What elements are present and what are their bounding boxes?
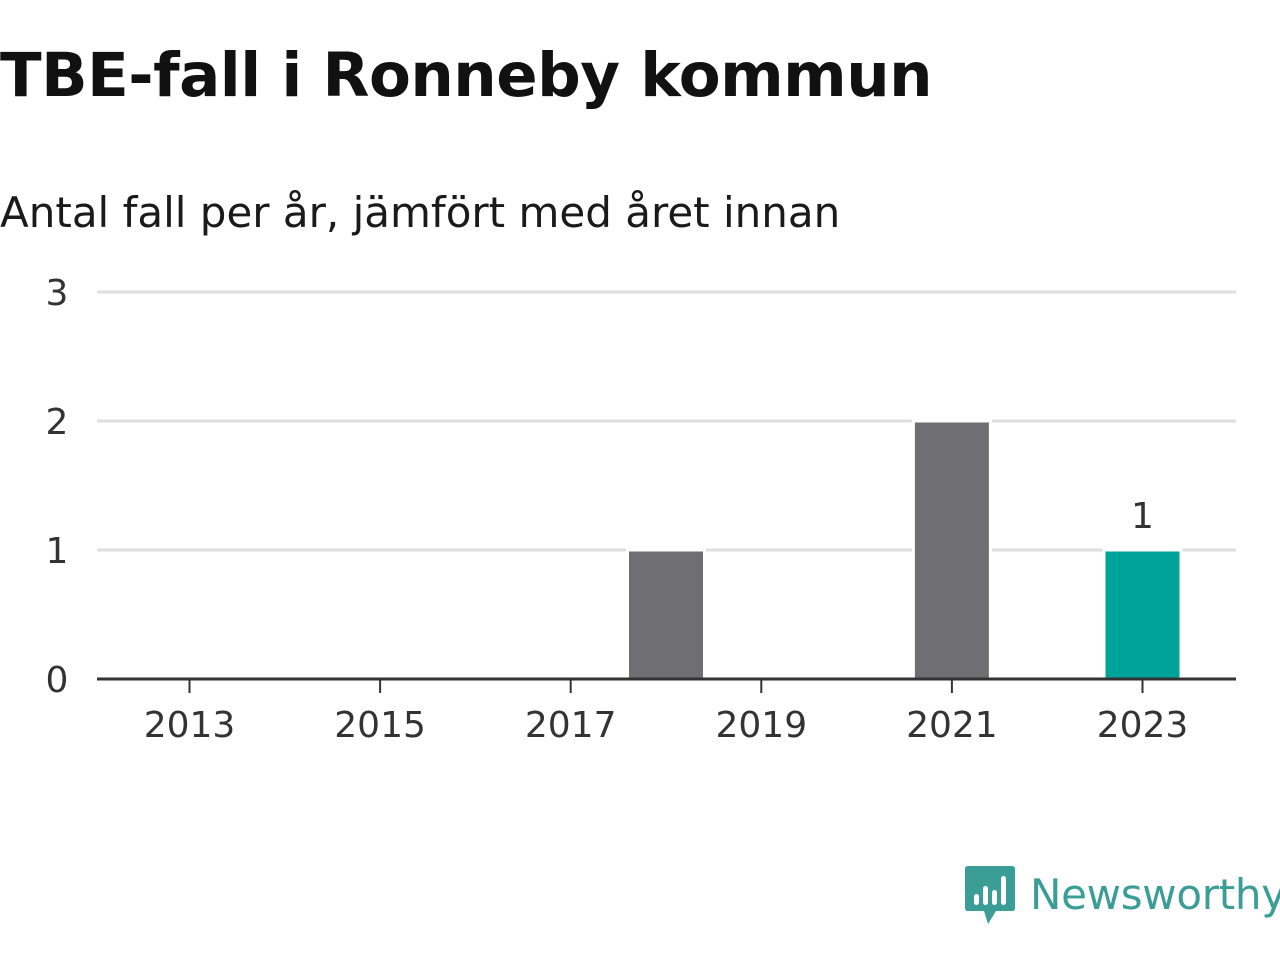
- y-tick-label: 0: [46, 660, 69, 701]
- newsworthy-bar-chart-icon: [965, 866, 1015, 924]
- bar-2018: [626, 548, 706, 681]
- bar-2023: [1102, 548, 1183, 681]
- y-tick-label: 2: [46, 402, 69, 443]
- y-tick-label: 1: [46, 531, 69, 572]
- x-tick-label: 2013: [144, 705, 236, 746]
- x-tick-label: 2017: [525, 705, 617, 746]
- newsworthy-logo: Newsworthy: [964, 864, 1280, 926]
- x-tick-label: 2023: [1097, 705, 1189, 746]
- x-tick-label: 2015: [334, 705, 426, 746]
- x-axis: [97, 677, 1236, 693]
- x-tick-label: 2021: [906, 705, 998, 746]
- data-label: 1: [1131, 496, 1154, 537]
- chart-title: TBE-fall i Ronneby kommun: [0, 40, 933, 111]
- y-tick-label: 3: [46, 273, 69, 314]
- chart-subtitle: Antal fall per år, jämfört med året inna…: [0, 188, 841, 237]
- gridlines: [97, 290, 1236, 552]
- x-tick-label: 2019: [715, 705, 807, 746]
- bar-2021: [911, 419, 992, 681]
- labels: 0 1 2 3 2013 2015 2017 2019 2021 2023 1: [46, 273, 1189, 746]
- brand-name: Newsworthy: [1030, 870, 1280, 919]
